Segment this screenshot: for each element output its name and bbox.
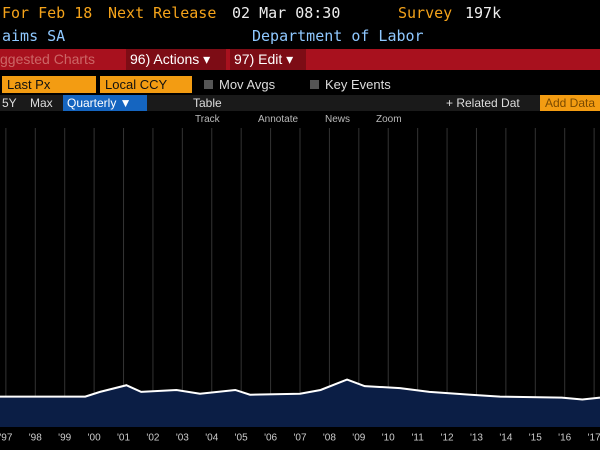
next-release-label: Next Release <box>108 4 217 22</box>
x-tick-label: '10 <box>382 433 395 444</box>
x-tick-label: '98 <box>29 433 42 444</box>
x-tick-label: '00 <box>88 433 101 444</box>
related-data[interactable]: + Related Dat <box>446 96 520 110</box>
x-tick-label: '05 <box>235 433 248 444</box>
source: Department of Labor <box>252 27 424 45</box>
range-max[interactable]: Max <box>30 96 53 110</box>
x-tick-label: '06 <box>264 433 277 444</box>
actions-button[interactable]: 96) Actions ▾ <box>130 51 211 67</box>
actions-bg <box>126 49 226 70</box>
add-data[interactable]: Add Data <box>540 95 600 111</box>
annotate[interactable]: Annotate <box>258 114 299 125</box>
currency-select[interactable]: Local CCY <box>100 76 192 93</box>
news[interactable]: News <box>325 114 351 125</box>
line <box>0 378 600 401</box>
x-tick-label: '07 <box>293 433 306 444</box>
checkbox[interactable] <box>204 80 213 89</box>
mov-avgs[interactable]: Mov Avgs <box>204 77 275 92</box>
track[interactable]: Track <box>195 114 220 125</box>
x-tick-label: '09 <box>352 433 365 444</box>
key-events[interactable]: Key Events <box>310 77 391 92</box>
x-tick-label: '11 <box>411 433 424 444</box>
frequency-select[interactable]: Quarterly ▼ <box>63 95 147 111</box>
x-tick-label: '97 <box>0 433 13 444</box>
x-tick-label: '02 <box>146 433 159 444</box>
table-button[interactable]: Table <box>193 96 222 110</box>
zoom[interactable]: Zoom <box>376 114 402 125</box>
key-events-label: Key Events <box>325 77 391 92</box>
as-of: For Feb 18 <box>2 4 93 22</box>
x-tick-label: '04 <box>205 433 218 444</box>
suggested-charts[interactable]: ggested Charts <box>0 51 95 67</box>
range-5y[interactable]: 5Y <box>2 96 17 110</box>
field-select[interactable]: Last Px <box>2 76 96 93</box>
x-tick-label: '03 <box>176 433 189 444</box>
survey-label: Survey <box>398 4 453 22</box>
edit-bg <box>230 49 306 70</box>
x-tick-label: '15 <box>529 433 542 444</box>
survey: 197k <box>465 4 502 22</box>
toolbar <box>0 95 600 111</box>
x-tick-label: '16 <box>558 433 571 444</box>
x-tick-label: '17 <box>588 433 600 444</box>
x-tick-label: '13 <box>470 433 483 444</box>
x-tick-label: '12 <box>441 433 454 444</box>
series-title: aims SA <box>2 27 66 45</box>
x-tick-label: '99 <box>58 433 71 444</box>
checkbox[interactable] <box>310 80 319 89</box>
area <box>0 379 600 427</box>
next-release: 02 Mar 08:30 <box>232 4 341 22</box>
x-tick-label: '01 <box>117 433 130 444</box>
edit-button[interactable]: 97) Edit ▾ <box>234 51 294 67</box>
x-tick-label: '08 <box>323 433 336 444</box>
x-tick-label: '14 <box>499 433 512 444</box>
mov-avgs-label: Mov Avgs <box>219 77 276 92</box>
